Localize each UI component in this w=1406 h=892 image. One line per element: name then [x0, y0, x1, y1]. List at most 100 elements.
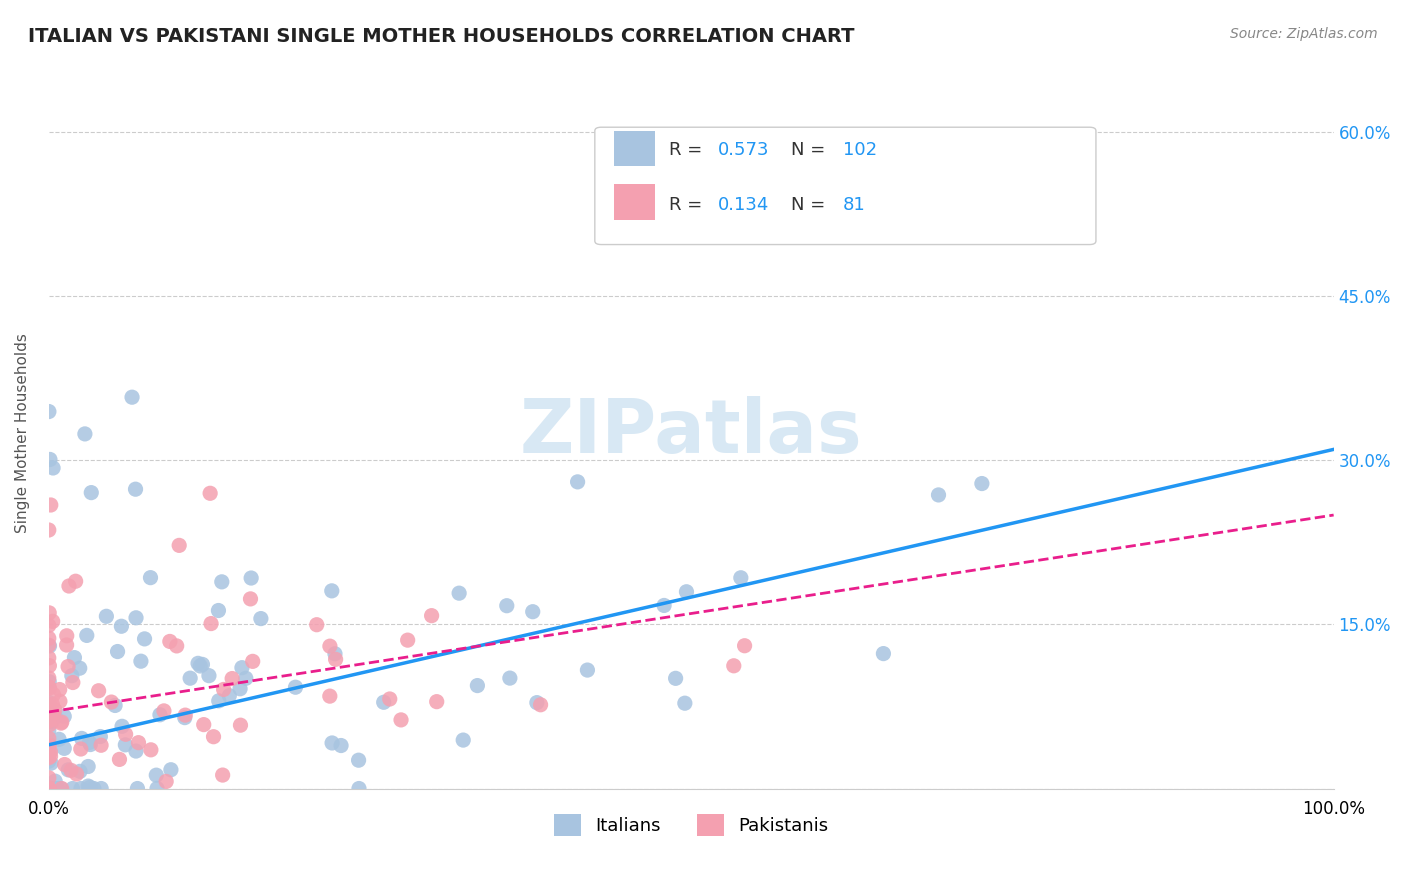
Text: 81: 81 [842, 196, 866, 214]
Point [378, 692, 401, 706]
Point [734, 639, 756, 653]
Point [129, 654, 152, 668]
Point [60, 669, 83, 683]
Point [49, 781, 72, 796]
Point [250, 611, 273, 625]
Point [188, 659, 211, 673]
Point [153, 704, 176, 718]
Point [65, 767, 87, 781]
Point [38, 781, 60, 796]
Point [229, 718, 252, 732]
Point [389, 713, 412, 727]
Point [38, 632, 60, 646]
Point [41, 714, 63, 729]
Point [38, 714, 60, 729]
Point [323, 647, 346, 661]
Point [38, 717, 60, 731]
Point [38, 739, 60, 753]
Point [39, 781, 62, 796]
Point [160, 763, 183, 777]
Point [111, 719, 134, 733]
Point [166, 639, 188, 653]
Point [325, 652, 347, 666]
Text: Source: ZipAtlas.com: Source: ZipAtlas.com [1230, 27, 1378, 41]
Point [231, 661, 253, 675]
Point [107, 644, 129, 658]
Point [121, 390, 143, 404]
Point [79, 738, 101, 752]
Point [127, 736, 149, 750]
Text: N =: N = [792, 196, 831, 214]
Point [284, 680, 307, 694]
Point [127, 781, 149, 796]
Point [38, 639, 60, 653]
Point [38, 523, 60, 537]
Point [41, 615, 63, 629]
Point [38, 606, 60, 620]
Point [38, 618, 60, 632]
Point [39, 749, 62, 764]
Point [221, 672, 243, 686]
Legend: Italians, Pakistanis: Italians, Pakistanis [547, 807, 835, 844]
Point [39, 781, 62, 796]
Point [202, 730, 225, 744]
Point [55, 629, 77, 643]
Point [42, 781, 65, 796]
Point [114, 727, 136, 741]
Point [41, 705, 63, 719]
Text: ZIPatlas: ZIPatlas [520, 396, 862, 469]
Point [62, 781, 84, 796]
Point [38, 751, 60, 765]
Point [39, 745, 62, 759]
Point [529, 698, 551, 712]
Point [675, 584, 697, 599]
Point [42, 706, 65, 721]
Point [321, 583, 343, 598]
Point [124, 482, 146, 496]
Point [451, 733, 474, 747]
Point [65, 574, 87, 589]
Point [665, 671, 688, 685]
Point [53, 741, 76, 756]
Point [39, 756, 62, 771]
Point [104, 698, 127, 713]
Point [55, 638, 77, 652]
Point [38, 680, 60, 694]
Point [114, 738, 136, 752]
Point [730, 571, 752, 585]
Point [69, 764, 91, 779]
Point [76, 628, 98, 642]
Point [39, 498, 62, 512]
Point [420, 608, 443, 623]
Point [495, 599, 517, 613]
Point [872, 647, 894, 661]
Point [522, 605, 544, 619]
Point [426, 695, 449, 709]
Point [38, 731, 60, 746]
Point [723, 658, 745, 673]
Point [526, 696, 548, 710]
Bar [614, 131, 655, 166]
Point [38, 700, 60, 714]
Point [69, 742, 91, 756]
Point [319, 639, 342, 653]
Point [46, 781, 69, 796]
Point [928, 488, 950, 502]
Point [173, 711, 195, 725]
Point [38, 707, 60, 722]
Point [42, 461, 65, 475]
Point [347, 753, 370, 767]
Point [330, 739, 353, 753]
Point [38, 754, 60, 768]
Point [174, 708, 197, 723]
Point [90, 738, 112, 752]
Point [38, 771, 60, 785]
Point [321, 736, 343, 750]
Point [38, 671, 60, 685]
Text: 0.573: 0.573 [718, 142, 769, 160]
Point [38, 781, 60, 796]
Bar [614, 184, 655, 219]
Point [79, 735, 101, 749]
Point [673, 696, 696, 710]
Point [38, 404, 60, 418]
